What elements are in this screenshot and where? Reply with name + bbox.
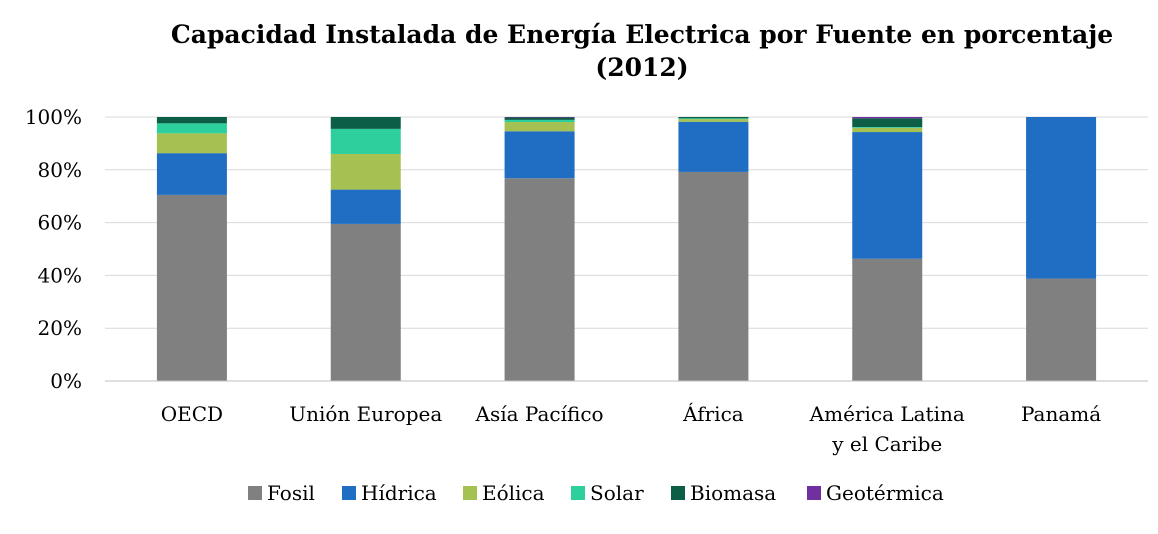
bar-segment-biomasa	[156, 117, 227, 124]
legend-swatch	[248, 486, 262, 500]
bar-segment-biomasa	[330, 117, 401, 129]
bar-segment-fosil	[678, 171, 749, 381]
bar-segment-eólica	[504, 122, 575, 132]
bar-segment-fosil	[156, 194, 227, 381]
bar-segment-hídrica	[852, 132, 923, 259]
bars	[156, 117, 1097, 381]
bar-segment-hídrica	[1026, 117, 1097, 279]
legend-swatch	[671, 486, 685, 500]
x-tick-label: Panamá	[1021, 402, 1101, 426]
x-tick-label: OECD	[161, 402, 223, 426]
y-tick-label: 100%	[25, 105, 82, 129]
bar-segment-eólica	[156, 133, 227, 154]
chart-title: Capacidad Instalada de Energía Electrica…	[140, 18, 1144, 84]
legend-swatch	[807, 486, 821, 500]
x-axis: OECD Unión Europea Asía Pacífico África Amér…	[105, 380, 1148, 456]
bar-segment-hídrica	[678, 121, 749, 172]
chart-title-line-2: (2012)	[595, 53, 689, 82]
y-tick-label: 20%	[38, 316, 82, 340]
bar-segment-hídrica	[330, 189, 401, 224]
bar-segment-solar	[330, 128, 401, 154]
bar-segment-geotérmica	[504, 117, 575, 118]
legend-label: Hídrica	[361, 481, 437, 505]
legend-label: Fosil	[267, 481, 315, 505]
x-tick-label: Unión Europea	[289, 402, 442, 426]
y-tick-label: 80%	[38, 158, 82, 182]
bar-segment-solar	[678, 118, 749, 120]
legend: Fosil Hídrica Eólica Solar Biomasa Geotérmica	[248, 481, 944, 505]
y-tick-label: 0%	[50, 369, 82, 393]
bar-segment-fosil	[1026, 278, 1097, 381]
bar-segment-hídrica	[156, 153, 227, 195]
legend-label: Solar	[590, 481, 644, 505]
chart-title-line-1: Capacidad Instalada de Energía Electrica…	[170, 20, 1114, 49]
bar-segment-biomasa	[678, 117, 749, 119]
x-tick-label: y el Caribe	[831, 432, 942, 456]
legend-label: Biomasa	[690, 481, 776, 505]
bar-segment-geotérmica	[852, 117, 923, 119]
legend-swatch	[463, 486, 477, 500]
gridlines	[105, 116, 1148, 382]
bar-segment-biomasa	[504, 117, 575, 120]
bar-segment-solar	[852, 127, 923, 128]
bar-segment-solar	[504, 119, 575, 123]
bar-segment-eólica	[678, 119, 749, 122]
bar-segment-fosil	[852, 258, 923, 381]
legend-swatch	[571, 486, 585, 500]
x-tick-label: América Latina	[809, 402, 965, 426]
bar-segment-solar	[156, 123, 227, 134]
y-tick-label: 60%	[38, 211, 82, 235]
bar-segment-fosil	[504, 178, 575, 381]
legend-swatch	[342, 486, 356, 500]
x-tick-label: África	[682, 402, 744, 426]
bar-segment-hídrica	[504, 131, 575, 179]
bar-segment-fosil	[330, 223, 401, 381]
x-tick-label: Asía Pacífico	[475, 402, 604, 426]
legend-label: Eólica	[482, 481, 545, 505]
y-tick-label: 40%	[38, 263, 82, 287]
legend-label: Geotérmica	[826, 481, 944, 505]
y-axis: 0% 20% 40% 60% 80% 100%	[25, 105, 82, 393]
bar-segment-eólica	[852, 127, 923, 133]
bar-segment-biomasa	[852, 118, 923, 128]
bar-segment-eólica	[330, 153, 401, 190]
